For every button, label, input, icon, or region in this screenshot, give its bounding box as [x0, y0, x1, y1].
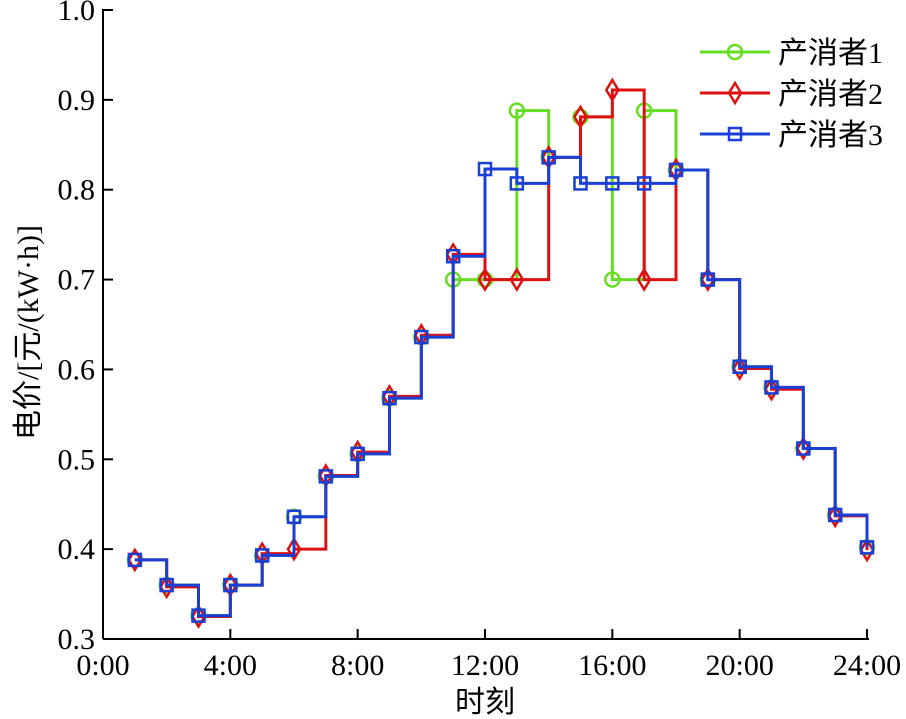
data-point [509, 267, 525, 293]
data-point [477, 161, 493, 177]
legend-item: 产消者3 [700, 119, 883, 152]
y-tick-label: 0.5 [58, 443, 96, 476]
data-point [414, 329, 429, 345]
plot-axes [102, 9, 869, 640]
series-3 [127, 150, 875, 623]
data-point [477, 267, 493, 293]
legend-marker [726, 43, 744, 61]
data-point [541, 150, 556, 165]
legend-label: 产消者1 [778, 37, 883, 70]
data-point [508, 102, 526, 119]
y-tick-label: 0.4 [58, 533, 96, 566]
legend-marker [727, 80, 743, 106]
data-point [350, 446, 365, 462]
data-point [286, 536, 302, 562]
data-point [127, 552, 143, 568]
data-point [636, 176, 652, 191]
x-ticks: 0:00 4:00 8:00 12:00 16:00 20:00 24:00 [76, 629, 901, 682]
data-point [732, 356, 748, 381]
data-point [859, 537, 875, 563]
series-line [134, 109, 869, 618]
y-tick-label: 0.3 [58, 623, 96, 656]
data-point [509, 176, 525, 191]
y-tick-label: 0.7 [58, 264, 96, 297]
x-tick-label: 8:00 [331, 649, 384, 682]
data-point [859, 540, 875, 555]
y-ticks: 0.3 0.4 0.5 0.6 0.7 0.8 0.9 1.0 [58, 0, 113, 656]
data-point [700, 272, 716, 287]
data-point [382, 390, 397, 406]
legend-label: 产消者3 [778, 119, 883, 152]
data-point [191, 608, 206, 623]
data-point [127, 547, 143, 573]
x-axis-label: 时刻 [455, 686, 515, 719]
data-point [191, 604, 206, 629]
data-point [796, 441, 811, 456]
plot-series-layer [126, 77, 876, 629]
legend-item: 产消者1 [700, 37, 883, 70]
data-point [827, 507, 843, 523]
x-tick-label: 0:00 [76, 649, 129, 682]
x-tick-label: 4:00 [204, 649, 257, 682]
y-tick-label: 0.6 [58, 353, 96, 386]
data-point [254, 548, 270, 563]
legend-label: 产消者2 [778, 78, 883, 111]
data-point [573, 176, 588, 191]
data-point [604, 271, 621, 288]
data-point [764, 380, 779, 395]
data-point [573, 104, 588, 130]
series-1 [126, 102, 876, 624]
legend-marker [727, 126, 743, 142]
y-tick-label: 0.8 [58, 174, 96, 207]
data-point [604, 77, 620, 103]
data-point [795, 436, 811, 461]
data-point [668, 162, 684, 178]
y-axis-label: 电价/[元/(kW·h)] [12, 225, 45, 440]
data-point [445, 248, 461, 264]
data-point [286, 509, 302, 525]
data-point [636, 267, 652, 293]
series-2 [127, 77, 875, 629]
x-tick-label: 12:00 [451, 649, 519, 682]
data-point [700, 267, 716, 293]
y-tick-label: 1.0 [58, 0, 96, 27]
x-tick-label: 20:00 [705, 649, 773, 682]
x-tick-label: 24:00 [833, 649, 901, 682]
data-point [605, 176, 620, 191]
data-point [159, 577, 174, 593]
data-point [223, 577, 238, 593]
data-point [827, 503, 843, 529]
data-point [318, 469, 334, 484]
series-line [134, 155, 869, 618]
data-point [732, 359, 747, 374]
data-point [764, 376, 779, 402]
legend: 产消者1 产消者2 产消者3 [700, 37, 883, 152]
y-tick-label: 0.9 [58, 84, 96, 117]
legend-item: 产消者2 [700, 78, 883, 111]
data-point [159, 574, 175, 600]
x-tick-label: 16:00 [578, 649, 646, 682]
